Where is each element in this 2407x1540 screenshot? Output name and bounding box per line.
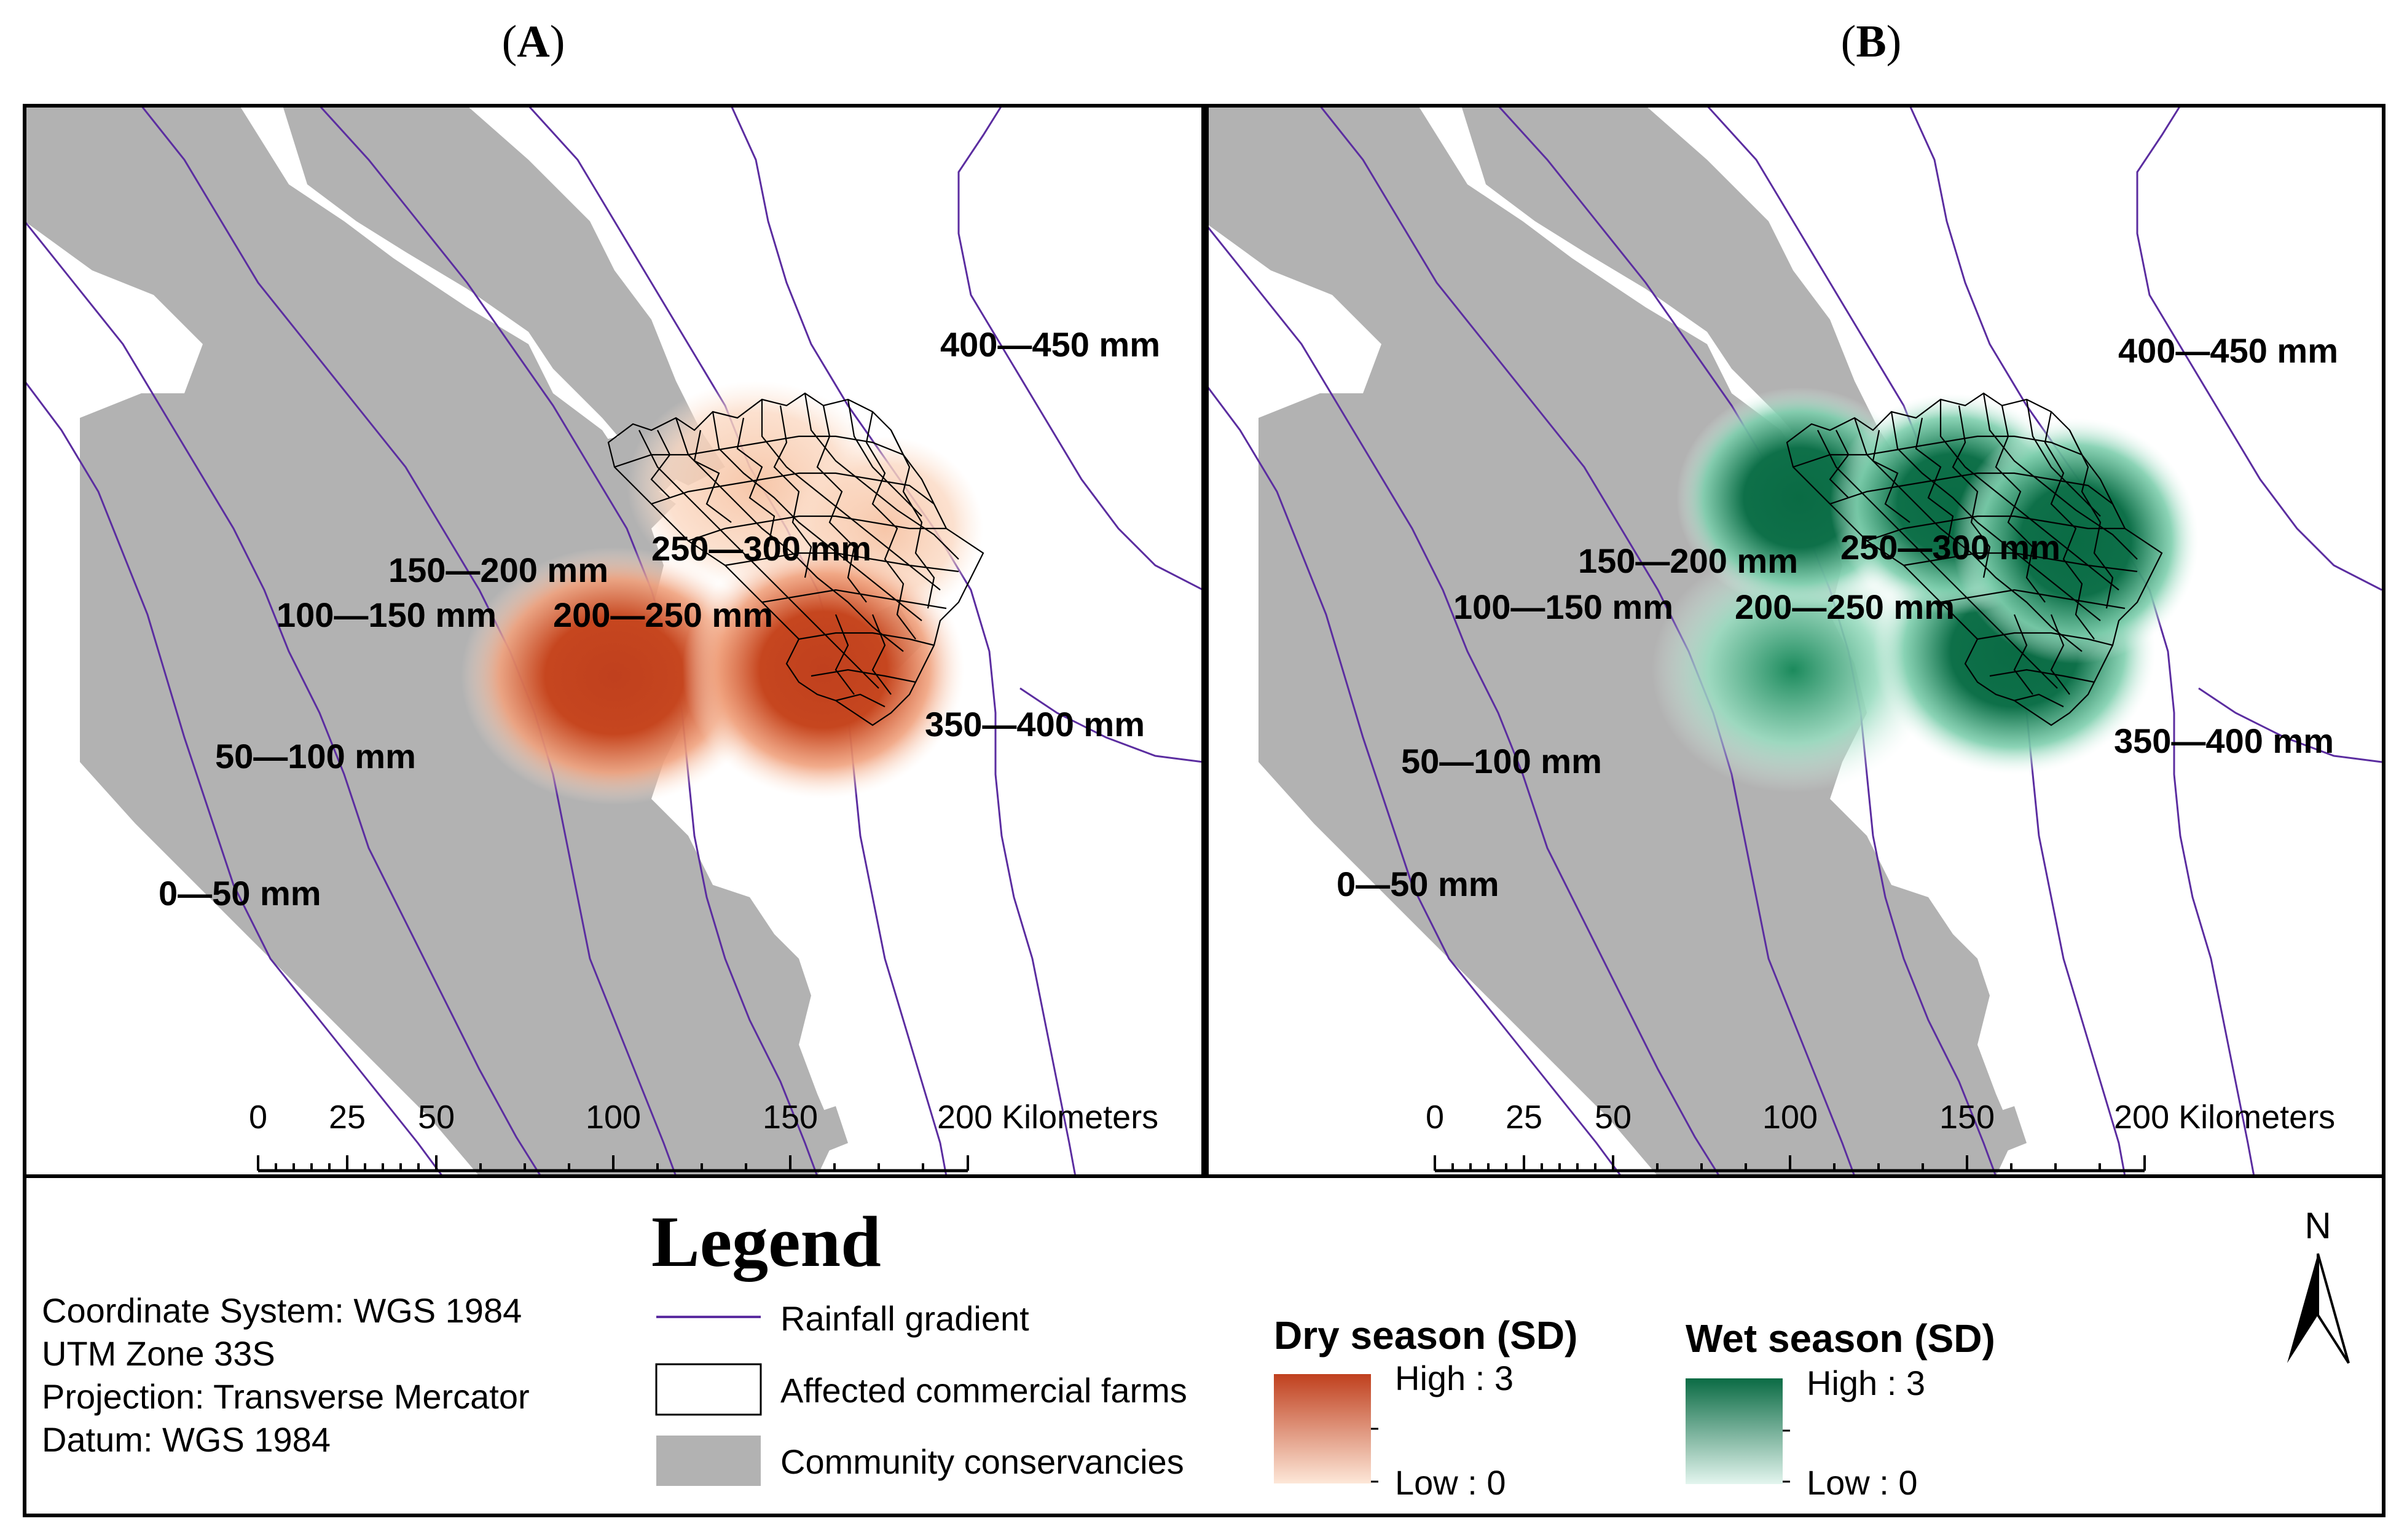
scale-25-a: 25 [329, 1099, 366, 1136]
rainfall-gradient-label: Rainfall gradient [780, 1299, 1029, 1338]
map-panel-a [25, 106, 1203, 1176]
coordinate-info: Coordinate System: WGS 1984 UTM Zone 33S… [42, 1291, 530, 1459]
label-0-50-a: 0—50 mm [159, 874, 321, 913]
wet-high-label: High : 3 [1807, 1364, 1925, 1402]
wet-season-title: Wet season (SD) [1686, 1316, 1995, 1361]
label-100-150-b: 100—150 mm [1453, 587, 1673, 626]
panel-a-title: (A) [502, 17, 565, 67]
rainfall-labels-a: 400—450 mm 250—300 mm 150—200 mm 100—150… [159, 325, 1160, 913]
label-100-150-a: 100—150 mm [277, 595, 497, 634]
label-150-200-b: 150—200 mm [1578, 541, 1798, 580]
datum: Datum: WGS 1984 [42, 1420, 331, 1459]
scale-150-b: 150 [1939, 1099, 1995, 1136]
panel-b-title: (B) [1841, 17, 1902, 67]
scale-100-b: 100 [1762, 1099, 1818, 1136]
label-400-450-b: 400—450 mm [2118, 331, 2338, 370]
wet-season-ramp [1686, 1378, 1783, 1484]
label-200-250-a: 200—250 mm [553, 595, 773, 634]
north-arrow: N [2287, 1205, 2350, 1364]
coord-system: Coordinate System: WGS 1984 [42, 1291, 522, 1330]
dry-season-density [461, 381, 983, 805]
dry-high-label: High : 3 [1395, 1359, 1514, 1397]
legend-box [23, 1174, 2385, 1517]
scale-50-a: 50 [418, 1099, 455, 1136]
map-panel-b [1207, 106, 2384, 1176]
rainfall-labels-b: 400—450 mm 150—200 mm 250—300 mm 100—150… [1337, 331, 2338, 903]
label-150-200-a: 150—200 mm [388, 551, 608, 589]
label-350-400-a: 350—400 mm [925, 705, 1145, 744]
wet-low-label: Low : 0 [1807, 1463, 1918, 1502]
affected-farms-label: Affected commercial farms [780, 1371, 1187, 1410]
scale-50-b: 50 [1595, 1099, 1631, 1136]
north-arrow-left [2287, 1254, 2318, 1363]
scale-0-a: 0 [249, 1099, 267, 1136]
scale-150-a: 150 [763, 1099, 818, 1136]
label-50-100-a: 50—100 mm [215, 737, 416, 776]
scale-100-a: 100 [586, 1099, 641, 1136]
label-350-400-b: 350—400 mm [2114, 721, 2334, 760]
dry-low-label: Low : 0 [1395, 1463, 1506, 1502]
north-arrow-right [2317, 1253, 2350, 1364]
dry-season-title: Dry season (SD) [1274, 1313, 1577, 1357]
label-250-300-a: 250—300 mm [651, 529, 871, 568]
projection: Projection: Transverse Mercator [42, 1377, 530, 1416]
scale-200-b: 200 Kilometers [2114, 1099, 2335, 1136]
label-400-450-a: 400—450 mm [940, 325, 1160, 364]
legend-title: Legend [651, 1201, 881, 1282]
label-50-100-b: 50—100 mm [1401, 742, 1602, 780]
utm-zone: UTM Zone 33S [42, 1334, 275, 1373]
scale-25-b: 25 [1506, 1099, 1542, 1136]
scale-200-a: 200 Kilometers [937, 1099, 1158, 1136]
conservancies-label: Community conservancies [780, 1442, 1184, 1481]
label-0-50-b: 0—50 mm [1337, 865, 1499, 903]
label-250-300-b: 250—300 mm [1840, 528, 2060, 567]
affected-farms-swatch [655, 1363, 762, 1416]
label-200-250-b: 200—250 mm [1735, 587, 1955, 626]
dry-season-legend: Dry season (SD) High : 3 Low : 0 [1274, 1313, 1577, 1502]
scale-bar-b: 0 25 50 100 150 200 Kilometers [1426, 1099, 2335, 1173]
legend-items: Rainfall gradient Affected commercial fa… [655, 1299, 1187, 1486]
north-label: N [2304, 1205, 2331, 1246]
scale-bar-a: 0 25 50 100 150 200 Kilometers [249, 1099, 1158, 1173]
dry-season-ramp [1274, 1374, 1371, 1483]
conservancies-swatch [656, 1436, 761, 1486]
scale-0-b: 0 [1426, 1099, 1444, 1136]
wet-season-legend: Wet season (SD) High : 3 Low : 0 [1686, 1316, 1995, 1502]
